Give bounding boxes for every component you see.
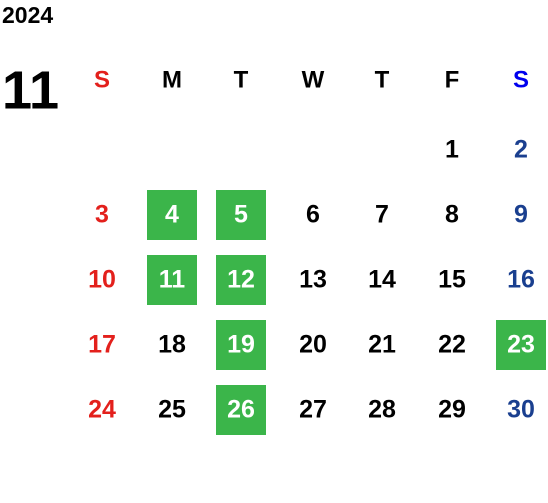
day-number: 22 bbox=[438, 331, 466, 359]
day-number: 15 bbox=[438, 266, 466, 294]
marked-day bbox=[216, 385, 266, 435]
day-number: 16 bbox=[507, 266, 535, 294]
day-number: 30 bbox=[507, 396, 535, 424]
day-number: 25 bbox=[158, 396, 186, 424]
weekday-label: S bbox=[513, 66, 529, 93]
day-number: 18 bbox=[158, 331, 186, 359]
day-number: 5 bbox=[234, 201, 248, 229]
day-number: 9 bbox=[514, 201, 528, 229]
year: 2024 bbox=[2, 2, 53, 28]
marked-day bbox=[216, 320, 266, 370]
marked-day bbox=[147, 255, 197, 305]
day-number: 7 bbox=[375, 201, 389, 229]
day-number: 17 bbox=[88, 331, 116, 359]
day-number: 23 bbox=[507, 331, 535, 359]
weekday-label: T bbox=[234, 66, 249, 93]
marked-day bbox=[216, 255, 266, 305]
day-number: 29 bbox=[438, 396, 466, 424]
day-number: 21 bbox=[368, 331, 396, 359]
day-number: 28 bbox=[368, 396, 396, 424]
day-number: 20 bbox=[299, 331, 327, 359]
day-number: 12 bbox=[227, 266, 255, 294]
day-number: 19 bbox=[227, 331, 255, 359]
weekday-label: S bbox=[94, 66, 110, 93]
day-number: 1 bbox=[445, 136, 459, 164]
weekday-label: M bbox=[162, 66, 182, 93]
day-number: 11 bbox=[159, 266, 186, 294]
day-number: 27 bbox=[299, 396, 327, 424]
month: 11 bbox=[2, 60, 59, 120]
day-number: 2 bbox=[514, 136, 528, 164]
weekday-label: F bbox=[445, 66, 460, 93]
day-number: 10 bbox=[88, 266, 116, 294]
marked-day bbox=[147, 190, 197, 240]
weekday-label: T bbox=[375, 66, 390, 93]
day-number: 14 bbox=[368, 266, 396, 294]
day-number: 13 bbox=[299, 266, 327, 294]
marked-day bbox=[496, 320, 546, 370]
weekday-label: W bbox=[302, 66, 325, 93]
day-number: 24 bbox=[88, 396, 116, 424]
day-number: 3 bbox=[95, 201, 109, 229]
marked-day bbox=[216, 190, 266, 240]
day-number: 26 bbox=[227, 396, 255, 424]
day-number: 8 bbox=[445, 201, 459, 229]
day-number: 6 bbox=[306, 201, 320, 229]
day-number: 4 bbox=[165, 201, 179, 229]
